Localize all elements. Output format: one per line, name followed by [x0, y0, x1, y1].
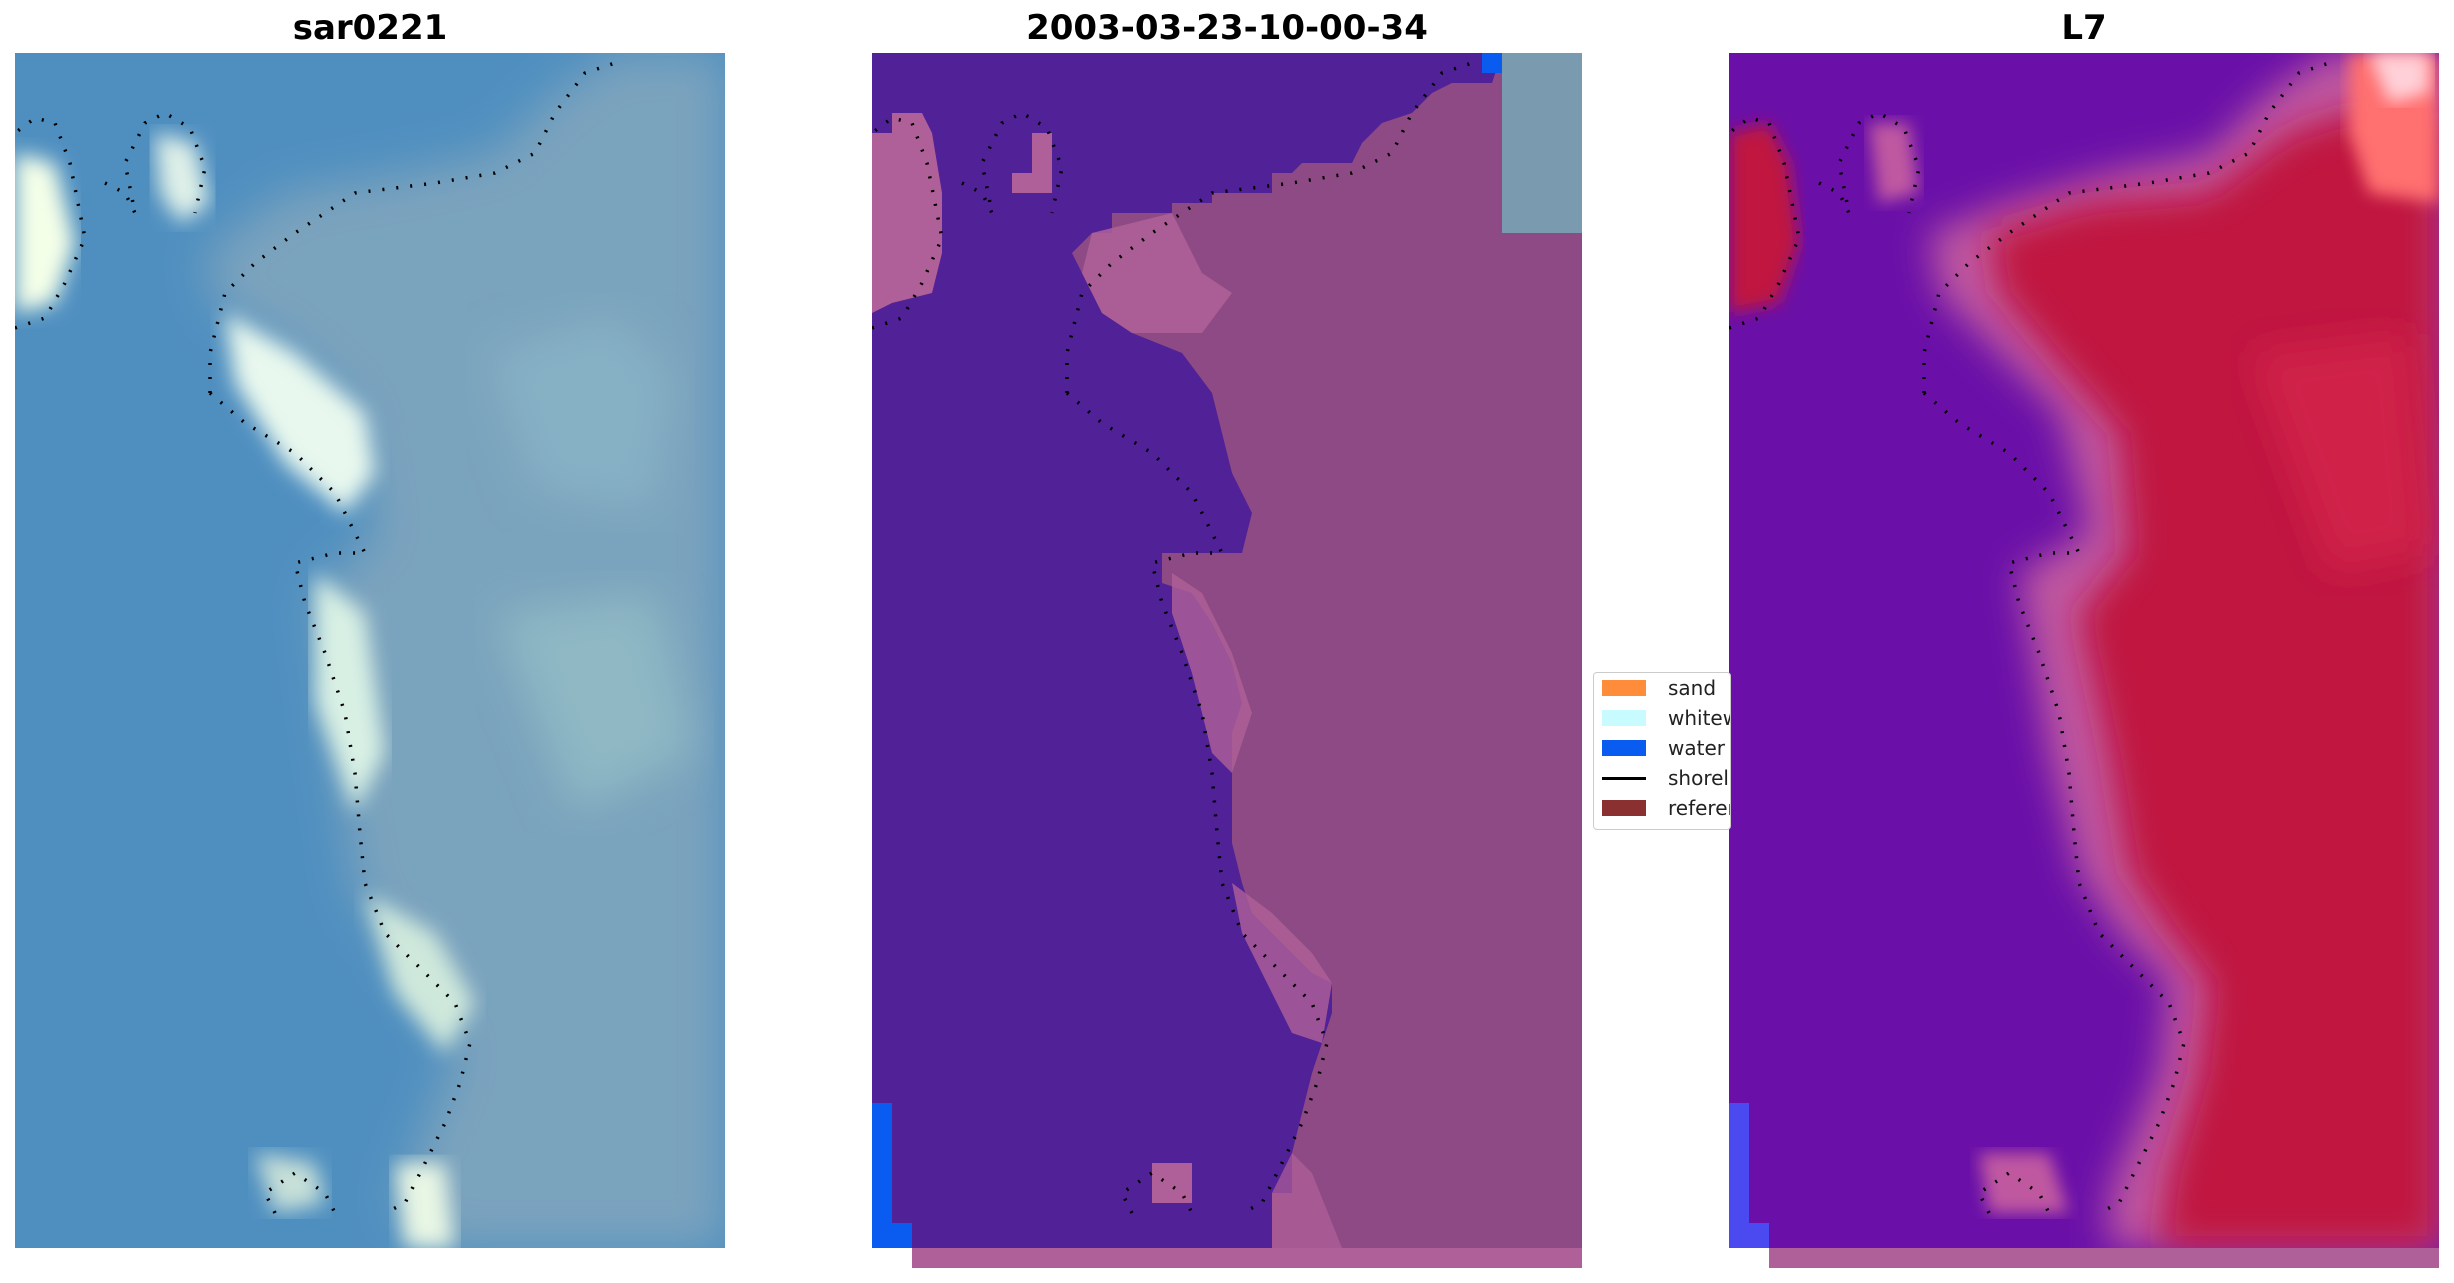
rgb-image	[15, 53, 725, 1248]
reference-swatch	[1602, 800, 1646, 816]
classified-image	[872, 53, 1582, 1268]
index-image-panel	[1729, 53, 2439, 1268]
panel-title-index: L7	[2061, 8, 2107, 48]
legend-label-shoreline: shoreline	[1668, 766, 1730, 790]
index-image	[1729, 53, 2439, 1268]
legend-label-water: water	[1668, 736, 1725, 760]
shoreline-dots	[15, 61, 616, 1215]
panel-title-classified: 2003-03-23-10-00-34	[1026, 8, 1428, 48]
rgb-image-panel	[15, 53, 725, 1248]
legend-label-reference: reference	[1668, 796, 1730, 820]
panel-title-rgb: sar0221	[292, 8, 448, 48]
sand-swatch	[1602, 680, 1646, 696]
legend-label-sand: sand	[1668, 676, 1717, 700]
classified-image-panel	[872, 53, 1582, 1268]
whitewater-swatch	[1602, 710, 1646, 726]
water-swatch	[1602, 740, 1646, 756]
shoreline-line-swatch	[1602, 777, 1646, 780]
